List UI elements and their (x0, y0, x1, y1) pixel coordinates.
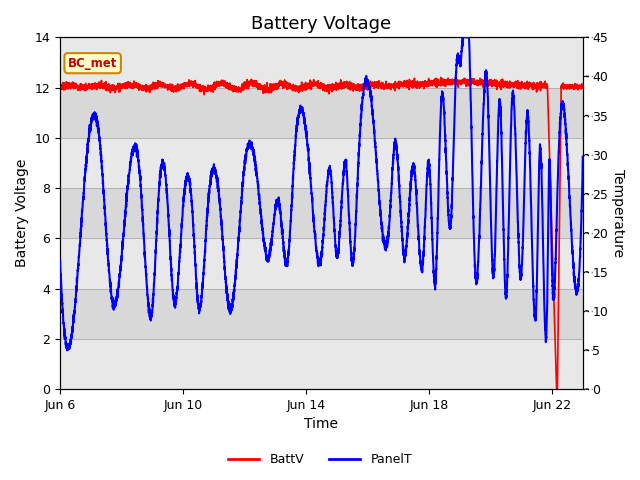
Bar (60, 288, 583, 339)
Bar (60, 138, 583, 188)
Title: Battery Voltage: Battery Voltage (252, 15, 392, 33)
Bar (60, 87, 583, 138)
Bar (60, 339, 583, 389)
Bar (60, 239, 583, 288)
Text: BC_met: BC_met (68, 57, 117, 70)
Bar (60, 37, 583, 87)
Bar (60, 188, 583, 239)
Y-axis label: Battery Voltage: Battery Voltage (15, 159, 29, 267)
Legend: BattV, PanelT: BattV, PanelT (223, 448, 417, 471)
X-axis label: Time: Time (305, 418, 339, 432)
Y-axis label: Temperature: Temperature (611, 169, 625, 257)
